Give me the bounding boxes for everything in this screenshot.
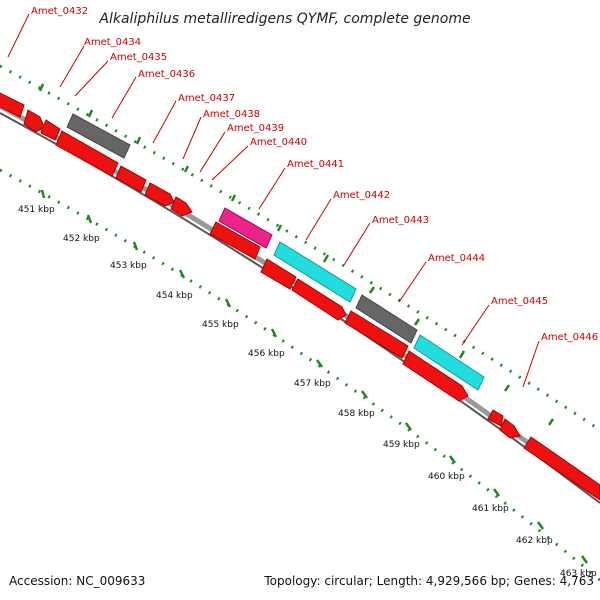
gene-label[interactable]: Amet_0440: [250, 137, 307, 148]
gene-label[interactable]: Amet_0446: [541, 332, 598, 343]
gene-feature[interactable]: [66, 113, 131, 159]
kbp-tick-label: 452 kbp: [63, 234, 100, 244]
gene-feature[interactable]: [291, 278, 347, 321]
gene-feature[interactable]: [499, 418, 521, 439]
backbone-line-inner: [0, 112, 600, 504]
gene-feature[interactable]: [23, 109, 45, 133]
kbp-tick-label: 458 kbp: [338, 409, 375, 419]
gene-feature[interactable]: [218, 207, 273, 249]
kbp-tick-label: 457 kbp: [294, 379, 331, 389]
gene-feature[interactable]: [273, 241, 357, 303]
gene-feature[interactable]: [209, 221, 261, 260]
gene-feature[interactable]: [40, 119, 61, 141]
kbp-tick-label: 460 kbp: [428, 472, 465, 482]
gene-label[interactable]: Amet_0439: [227, 123, 284, 134]
gene-label[interactable]: Amet_0442: [333, 190, 390, 201]
gene-feature[interactable]: [55, 130, 119, 177]
gene-feature[interactable]: [0, 92, 25, 118]
gene-feature[interactable]: [115, 165, 147, 193]
gene-feature[interactable]: [260, 258, 297, 290]
gene-feature[interactable]: [144, 182, 175, 207]
kbp-tick-label: 451 kbp: [18, 205, 55, 215]
gene-label[interactable]: Amet_0445: [491, 296, 548, 307]
gene-label[interactable]: Amet_0434: [84, 37, 141, 48]
kbp-tick-label: 456 kbp: [248, 349, 285, 359]
kbp-tick-label: 454 kbp: [156, 291, 193, 301]
gene-feature[interactable]: [487, 409, 504, 427]
gene-label[interactable]: Amet_0441: [287, 159, 344, 170]
gene-label[interactable]: Amet_0438: [203, 109, 260, 120]
topology-label: Topology: circular; Length: 4,929,566 bp…: [264, 574, 594, 588]
kbp-tick-label: 453 kbp: [110, 261, 147, 271]
kbp-ticks: 451 kbp 452 kbp 453 kbp 454 kbp 455 kbp …: [18, 83, 597, 579]
gene-feature[interactable]: [344, 310, 409, 359]
gene-feature[interactable]: [413, 334, 485, 391]
outer-dotted-ring: [0, 64, 600, 432]
gene-label[interactable]: Amet_0443: [372, 215, 429, 226]
gene-label[interactable]: Amet_0435: [110, 52, 167, 63]
map-title: Alkaliphilus metalliredigens QYMF, compl…: [98, 11, 470, 27]
gene-features: [0, 92, 600, 501]
kbp-tick-label: 455 kbp: [202, 320, 239, 330]
gene-label[interactable]: Amet_0432: [31, 6, 88, 17]
gene-label[interactable]: Amet_0444: [428, 253, 485, 264]
accession-label: Accession: NC_009633: [9, 574, 146, 588]
gene-feature[interactable]: [523, 436, 600, 501]
inner-dotted-ring: [0, 168, 600, 582]
kbp-tick-label: 462 kbp: [516, 536, 553, 546]
kbp-tick-label: 459 kbp: [383, 440, 420, 450]
gene-feature[interactable]: [355, 294, 418, 344]
kbp-tick-label: 461 kbp: [472, 504, 509, 514]
gene-label[interactable]: Amet_0437: [178, 93, 235, 104]
gene-feature[interactable]: [402, 350, 469, 402]
gene-labels: Amet_0432 Amet_0434 Amet_0435 Amet_0436 …: [7, 6, 598, 388]
kbp-tick-label: 463 kbp: [560, 569, 597, 579]
gene-feature[interactable]: [170, 196, 193, 217]
gene-label[interactable]: Amet_0436: [138, 69, 195, 80]
